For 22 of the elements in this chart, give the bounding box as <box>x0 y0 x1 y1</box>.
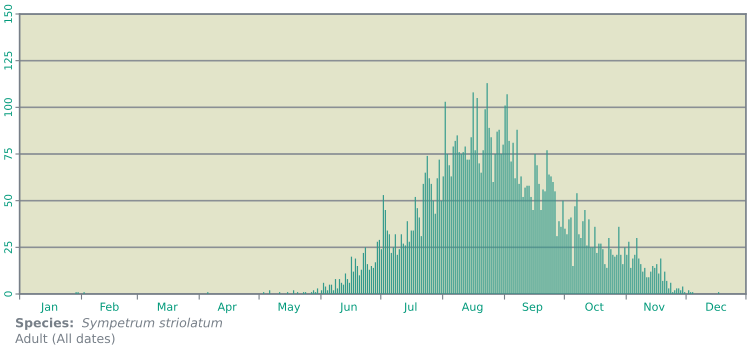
x-tick-label: May <box>278 302 300 314</box>
y-tick-label: 100 <box>4 98 12 116</box>
text: Sympetrum striolatum <box>82 318 222 330</box>
y-tick-label: 150 <box>4 4 12 23</box>
x-tick-label: Jun <box>340 302 357 313</box>
x-tick-label: Jul <box>403 302 416 313</box>
y-tick-label: 25 <box>4 242 12 254</box>
x-tick-label: Sep <box>522 302 542 314</box>
y-tick-label: 0 <box>4 291 12 297</box>
x-tick-label: Nov <box>644 302 665 311</box>
y-tick-label: 125 <box>4 52 12 70</box>
y-tick-label: 75 <box>4 148 12 160</box>
x-tick-label: Mar <box>158 302 178 311</box>
x-tick-label: Feb <box>100 302 119 311</box>
x-tick-label: Apr <box>218 302 237 314</box>
x-tick-label: Dec <box>706 302 726 311</box>
y-tick-label: 50 <box>4 194 12 206</box>
x-tick-label: Aug <box>462 302 482 314</box>
x-tick-label: Oct <box>585 302 604 311</box>
x-tick-label: Jan <box>40 302 58 313</box>
text: Species: <box>16 318 73 330</box>
text: Adult (All dates) <box>15 334 114 345</box>
